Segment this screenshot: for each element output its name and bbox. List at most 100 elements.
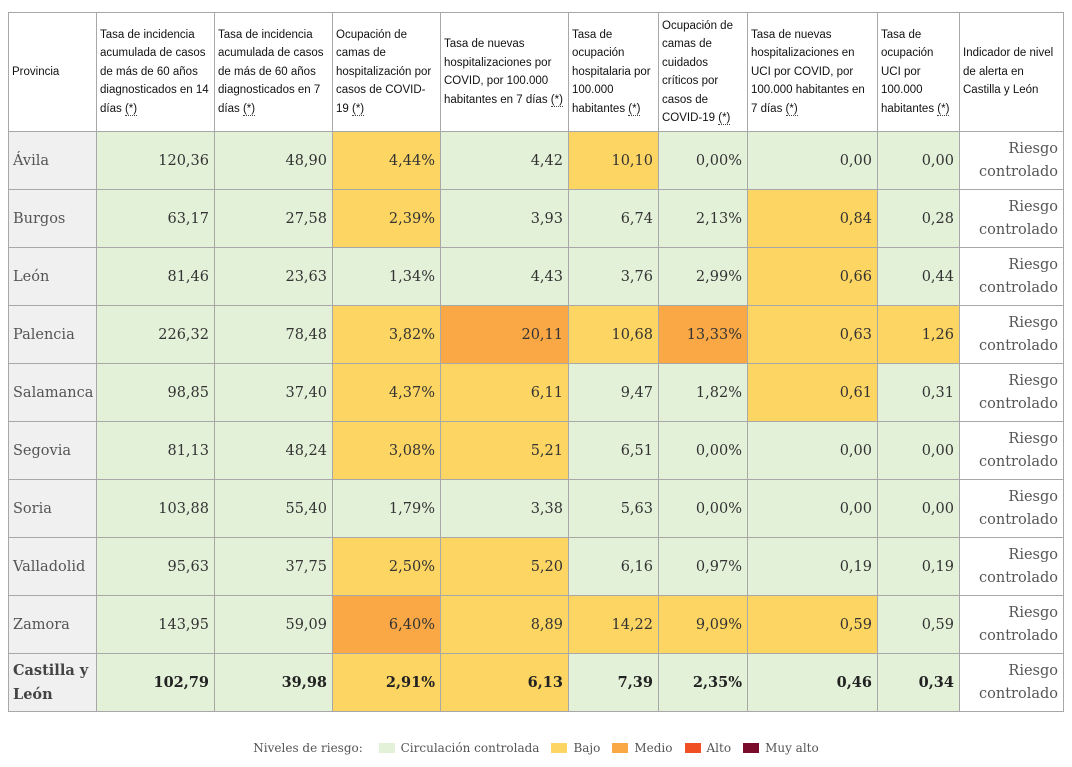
indicator-value: 6,40% bbox=[332, 595, 441, 654]
indicator-value: 0,00 bbox=[747, 479, 878, 538]
legend-label: Bajo bbox=[573, 741, 601, 755]
alert-level: Riesgo controlado bbox=[959, 189, 1064, 248]
indicator-value: 2,13% bbox=[658, 189, 748, 248]
alert-level: Riesgo controlado bbox=[959, 131, 1064, 190]
indicator-value: 0,19 bbox=[747, 537, 878, 596]
indicator-value: 0,19 bbox=[877, 537, 960, 596]
table-row: Zamora 143,95 59,09 6,40% 8,89 14,22 9,09% 0,59… bbox=[8, 595, 1064, 654]
indicator-value: 63,17 bbox=[96, 189, 215, 248]
province-name: Segovia bbox=[8, 421, 97, 480]
column-header-label: Tasa de nuevas hospitalizaciones en UCI … bbox=[751, 28, 865, 115]
province-name: Ávila bbox=[8, 131, 97, 190]
indicator-value: 27,58 bbox=[214, 189, 333, 248]
table-row: León 81,46 23,63 1,34% 4,43 3,76 2,99% 0,66 0,44… bbox=[8, 247, 1064, 306]
alert-level: Riesgo controlado bbox=[959, 305, 1064, 364]
info-asterisk[interactable]: (*) bbox=[550, 93, 563, 107]
indicator-value: 4,42 bbox=[440, 131, 569, 190]
province-name: Burgos bbox=[8, 189, 97, 248]
indicator-value: 0,44 bbox=[877, 247, 960, 306]
indicator-value: 143,95 bbox=[96, 595, 215, 654]
column-header-4: Tasa de nuevas hospitalizaciones por COV… bbox=[440, 12, 569, 132]
indicator-value: 14,22 bbox=[568, 595, 659, 654]
indicator-value: 9,09% bbox=[658, 595, 748, 654]
alert-level: Riesgo controlado bbox=[959, 421, 1064, 480]
indicator-value: 4,37% bbox=[332, 363, 441, 422]
indicator-value: 6,51 bbox=[568, 421, 659, 480]
indicator-value: 0,00% bbox=[658, 421, 748, 480]
risk-legend: Niveles de riesgo: Circulación controlad… bbox=[0, 741, 1072, 755]
column-header-label: Tasa de ocupación UCI por 100.000 habita… bbox=[881, 28, 935, 115]
indicator-value: 1,79% bbox=[332, 479, 441, 538]
legend-item: Alto bbox=[684, 741, 732, 755]
indicator-value: 5,20 bbox=[440, 537, 569, 596]
column-header-label: Ocupación de camas de cuidados críticos … bbox=[662, 19, 733, 125]
legend-label: Alto bbox=[706, 741, 732, 755]
indicator-value: 0,00 bbox=[877, 421, 960, 480]
indicator-value: 0,63 bbox=[747, 305, 878, 364]
alert-level: Riesgo controlado bbox=[959, 653, 1064, 712]
indicator-value: 120,36 bbox=[96, 131, 215, 190]
indicator-value: 20,11 bbox=[440, 305, 569, 364]
legend-item: Circulación controlada bbox=[378, 741, 539, 755]
alert-level: Riesgo controlado bbox=[959, 247, 1064, 306]
legend-swatch bbox=[743, 743, 760, 753]
info-asterisk[interactable]: (*) bbox=[124, 102, 138, 116]
alert-level: Riesgo controlado bbox=[959, 363, 1064, 422]
column-header-label: Tasa de incidencia acumulada de casos de… bbox=[218, 28, 324, 115]
table-row: Salamanca 98,85 37,40 4,37% 6,11 9,47 1,82% 0,6… bbox=[8, 363, 1064, 422]
indicator-value: 6,74 bbox=[568, 189, 659, 248]
indicator-value: 3,38 bbox=[440, 479, 569, 538]
indicator-value: 0,00% bbox=[658, 479, 748, 538]
indicator-value: 48,24 bbox=[214, 421, 333, 480]
column-header-label: Tasa de incidencia acumulada de casos de… bbox=[100, 28, 209, 115]
column-header-label: Provincia bbox=[12, 65, 60, 78]
province-name: Salamanca bbox=[8, 363, 97, 422]
indicator-value: 0,00 bbox=[747, 421, 878, 480]
legend-item: Bajo bbox=[551, 741, 600, 755]
legend-item: Medio bbox=[612, 741, 673, 755]
indicator-value: 0,00% bbox=[658, 131, 748, 190]
table-row: Ávila 120,36 48,90 4,44% 4,42 10,10 0,00% 0,00 0… bbox=[8, 131, 1064, 190]
table-body: Ávila 120,36 48,90 4,44% 4,42 10,10 0,00% 0,00 0… bbox=[8, 131, 1064, 712]
info-asterisk[interactable]: (*) bbox=[785, 102, 798, 116]
indicator-value: 6,16 bbox=[568, 537, 659, 596]
indicator-value: 8,89 bbox=[440, 595, 569, 654]
indicator-value: 0,28 bbox=[877, 189, 960, 248]
indicator-value: 81,46 bbox=[96, 247, 215, 306]
info-asterisk[interactable]: (*) bbox=[352, 102, 365, 116]
indicator-value: 0,61 bbox=[747, 363, 878, 422]
indicator-value: 0,00 bbox=[877, 131, 960, 190]
indicator-value: 48,90 bbox=[214, 131, 333, 190]
indicator-value: 2,39% bbox=[332, 189, 441, 248]
table-row: Burgos 63,17 27,58 2,39% 3,93 6,74 2,13% 0,84 0,… bbox=[8, 189, 1064, 248]
alert-level: Riesgo controlado bbox=[959, 595, 1064, 654]
column-header-3: Ocupación de camas de hospitalización po… bbox=[332, 12, 441, 132]
table-row: Palencia 226,32 78,48 3,82% 20,11 10,68 13,33%… bbox=[8, 305, 1064, 364]
total-row: Castilla y León 102,79 39,98 2,91% 6,13 7,39 2… bbox=[8, 653, 1064, 712]
info-asterisk[interactable]: (*) bbox=[242, 102, 256, 116]
info-asterisk[interactable]: (*) bbox=[718, 112, 731, 125]
info-asterisk[interactable]: (*) bbox=[628, 102, 641, 116]
indicator-value: 59,09 bbox=[214, 595, 333, 654]
indicator-value: 226,32 bbox=[96, 305, 215, 364]
column-header-5: Tasa de ocupación hospitalaria por 100.0… bbox=[568, 12, 659, 132]
column-header-1: Tasa de incidencia acumulada de casos de… bbox=[96, 12, 215, 132]
alert-level: Riesgo controlado bbox=[959, 537, 1064, 596]
info-asterisk[interactable]: (*) bbox=[937, 102, 950, 116]
indicator-value: 0,97% bbox=[658, 537, 748, 596]
indicator-value: 39,98 bbox=[214, 653, 333, 712]
indicator-value: 10,68 bbox=[568, 305, 659, 364]
legend-items: Circulación controlada Bajo Medio Alto Muy a… bbox=[367, 741, 819, 755]
province-name: Zamora bbox=[8, 595, 97, 654]
indicator-value: 0,66 bbox=[747, 247, 878, 306]
indicator-value: 5,63 bbox=[568, 479, 659, 538]
province-name: Soria bbox=[8, 479, 97, 538]
table-row: Soria 103,88 55,40 1,79% 3,38 5,63 0,00% 0,00 0,… bbox=[8, 479, 1064, 538]
table-row: Valladolid 95,63 37,75 2,50% 5,20 6,16 0,97% 0,… bbox=[8, 537, 1064, 596]
column-header-8: Tasa de ocupación UCI por 100.000 habita… bbox=[877, 12, 960, 132]
indicator-value: 3,76 bbox=[568, 247, 659, 306]
legend-title: Niveles de riesgo: bbox=[253, 741, 363, 755]
province-name: Palencia bbox=[8, 305, 97, 364]
indicator-value: 3,82% bbox=[332, 305, 441, 364]
column-header-label: Indicador de nivel de alerta en Castilla… bbox=[963, 47, 1054, 97]
